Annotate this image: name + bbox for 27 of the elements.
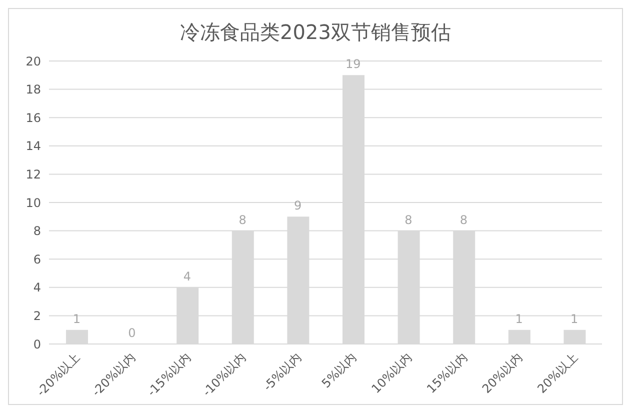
y-tick-label: 8 [33,224,41,238]
data-label: 19 [346,57,361,72]
y-tick-label: 12 [26,167,41,182]
chart-title: 冷冻食品类2023双节销售预估 [179,19,452,46]
bar [66,330,88,344]
bar [508,330,530,344]
data-label: 1 [72,312,80,326]
y-tick-label: 16 [26,110,41,125]
y-tick-label: 14 [26,139,41,154]
data-label: 0 [128,326,136,340]
data-label: 8 [238,212,246,227]
data-label: 8 [460,212,468,227]
y-tick-label: 20 [26,54,41,68]
data-label: 1 [515,312,523,326]
y-tick-label: 10 [26,196,41,210]
y-tick-label: 18 [26,82,41,97]
x-tick-label: 5%以内 [318,350,360,391]
data-label: 8 [404,212,412,227]
y-tick-label: 6 [33,252,41,266]
data-label: 9 [294,198,302,213]
y-tick-label: 0 [33,337,41,352]
x-tick-label: -5%以内 [260,350,304,394]
bar [564,330,586,344]
data-label: 4 [183,269,192,284]
y-tick-label: 4 [33,280,41,295]
data-label: 1 [570,312,578,326]
y-tick-label: 2 [33,308,41,323]
